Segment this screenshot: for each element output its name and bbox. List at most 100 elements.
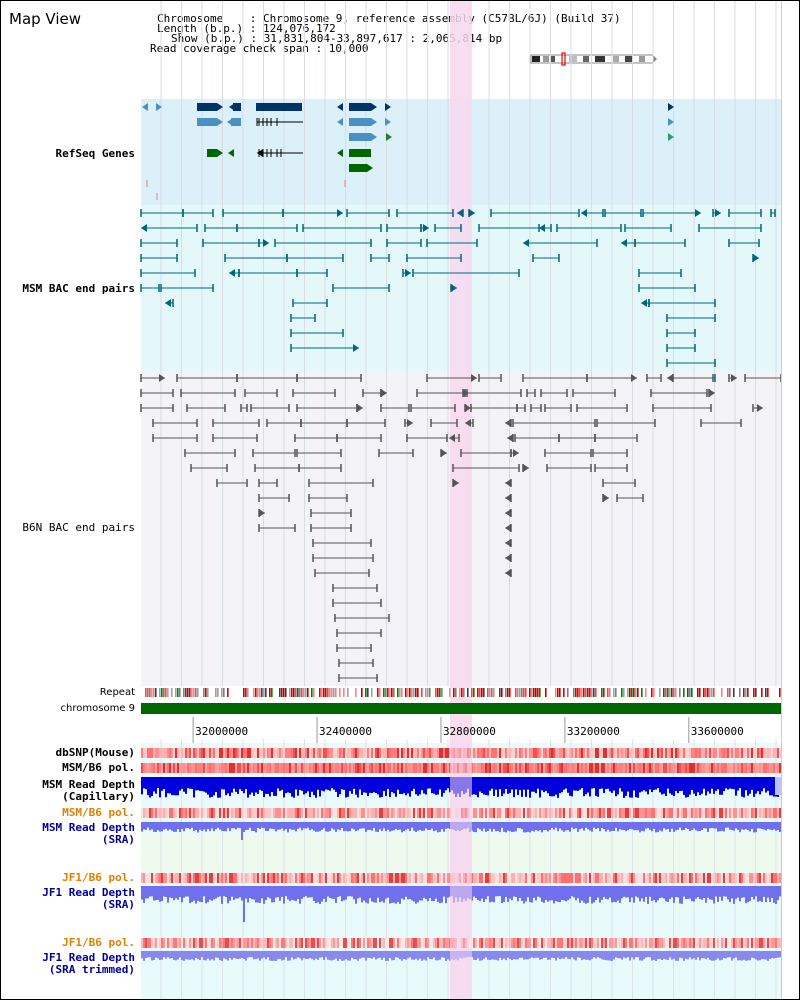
read-depth-bin [257, 951, 259, 959]
read-depth-bin [141, 777, 143, 795]
polymorphism-bin [325, 763, 327, 773]
polymorphism-bin [417, 808, 419, 818]
read-depth-bin [723, 951, 725, 958]
read-depth-bin [251, 777, 253, 793]
read-depth-bin [313, 822, 315, 831]
polymorphism-bin [731, 808, 733, 818]
read-depth-bin [247, 777, 249, 798]
polymorphism-bin [673, 938, 675, 948]
polymorphism-bin [143, 808, 145, 818]
repeat-element [489, 688, 491, 697]
read-depth-bin [631, 777, 633, 798]
vertical-scrollbar[interactable] [781, 1, 799, 999]
repeat-element [455, 688, 457, 697]
polymorphism-bin [213, 763, 215, 773]
polymorphism-bin [535, 873, 537, 883]
read-depth-bin [513, 886, 515, 897]
track-label-jf1-depth-sra[interactable]: JF1 Read Depth (SRA) [1, 887, 135, 911]
read-depth-bin [203, 886, 205, 897]
polymorphism-bin [567, 748, 569, 758]
read-depth-bin [231, 951, 233, 960]
polymorphism-bin [655, 763, 657, 773]
read-depth-bin [249, 777, 251, 795]
polymorphism-bin [633, 873, 635, 883]
polymorphism-bin [599, 873, 601, 883]
read-depth-bin [287, 777, 289, 793]
track-label-jf1-b6-pol[interactable]: JF1/B6 pol. [62, 871, 135, 884]
polymorphism-bin [591, 748, 593, 758]
polymorphism-bin [725, 873, 727, 883]
read-depth-bin [289, 777, 291, 794]
read-depth-bin [773, 777, 775, 797]
read-depth-bin [703, 822, 705, 829]
polymorphism-bin [437, 873, 439, 883]
track-label-msm-bac[interactable]: MSM BAC end pairs [22, 282, 135, 295]
polymorphism-bin [703, 938, 705, 948]
polymorphism-bin [211, 808, 213, 818]
read-depth-bin [399, 777, 401, 794]
read-depth-bin [241, 886, 243, 901]
track-label-chromosome[interactable]: chromosome 9 [60, 703, 135, 714]
track-label-b6n-bac[interactable]: B6N BAC end pairs [22, 521, 135, 534]
repeat-element [713, 688, 715, 697]
read-depth-bin [533, 822, 535, 832]
polymorphism-bin [711, 748, 713, 758]
read-depth-bin [737, 777, 739, 791]
repeat-element [623, 688, 625, 697]
read-depth-bin [245, 777, 247, 790]
polymorphism-bin [375, 938, 377, 948]
polymorphism-bin [171, 763, 173, 773]
polymorphism-bin [711, 763, 713, 773]
polymorphism-bin [233, 763, 235, 773]
track-label-jf1-depth-trimmed[interactable]: JF1 Read Depth (SRA trimmed) [1, 952, 135, 976]
track-label-dbsnp[interactable]: dbSNP(Mouse) [55, 746, 135, 759]
polymorphism-bin [445, 808, 447, 818]
polymorphism-bin [311, 873, 313, 883]
polymorphism-bin [191, 748, 193, 758]
read-depth-bin [437, 777, 439, 795]
polymorphism-bin [299, 938, 301, 948]
track-label-msm-depth-capillary[interactable]: MSM Read Depth (Capillary) [1, 779, 135, 803]
bac-end-marker [469, 209, 475, 217]
polymorphism-bin [185, 748, 187, 758]
polymorphism-bin [303, 938, 305, 948]
polymorphism-bin [557, 763, 559, 773]
read-depth-bin [349, 777, 351, 792]
polymorphism-bin [157, 938, 159, 948]
track-label-refseq[interactable]: RefSeq Genes [55, 147, 135, 160]
polymorphism-bin [379, 938, 381, 948]
track-label-msm-b6-pol[interactable]: MSM/B6 pol. [62, 761, 135, 774]
polymorphism-bin [607, 763, 609, 773]
polymorphism-bin [177, 873, 179, 883]
polymorphism-bin [223, 938, 225, 948]
polymorphism-bin [327, 938, 329, 948]
track-label-msm-b6-pol-2[interactable]: MSM/B6 pol. [62, 806, 135, 819]
track-label-repeat[interactable]: Repeat [99, 687, 135, 698]
polymorphism-bin [555, 938, 557, 948]
polymorphism-bin [653, 748, 655, 758]
polymorphism-bin [723, 938, 725, 948]
read-depth-bin [377, 822, 379, 833]
repeat-element [673, 688, 675, 697]
polymorphism-bin [603, 748, 605, 758]
read-depth-bin [339, 822, 341, 831]
track-label-msm-depth-sra[interactable]: MSM Read Depth (SRA) [1, 822, 135, 846]
polymorphism-bin [627, 748, 629, 758]
polymorphism-bin [237, 938, 239, 948]
polymorphism-bin [245, 938, 247, 948]
polymorphism-bin [567, 808, 569, 818]
read-depth-bin [345, 886, 347, 900]
read-depth-bin [661, 777, 663, 795]
read-depth-bin [759, 822, 761, 829]
read-depth-bin [647, 822, 649, 829]
polymorphism-bin [769, 763, 771, 773]
track-label-jf1-b6-pol-2[interactable]: JF1/B6 pol. [62, 936, 135, 949]
read-depth-bin [431, 822, 433, 829]
read-depth-bin [523, 777, 525, 790]
read-depth-bin [779, 822, 781, 833]
read-depth-bin [301, 822, 303, 831]
read-depth-bin [153, 886, 155, 901]
read-depth-bin [707, 886, 709, 898]
polymorphism-bin [255, 938, 257, 948]
